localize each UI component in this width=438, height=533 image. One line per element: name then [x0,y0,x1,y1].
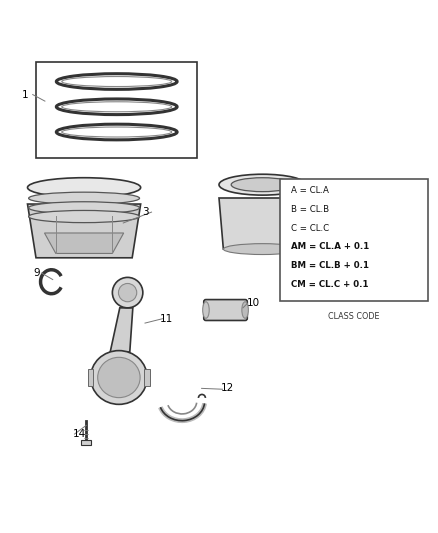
FancyBboxPatch shape [145,369,150,386]
Ellipse shape [223,244,302,255]
Text: 11: 11 [160,314,173,324]
FancyBboxPatch shape [88,369,93,386]
Polygon shape [219,198,306,249]
Text: 1: 1 [22,90,28,100]
Polygon shape [45,233,124,254]
Ellipse shape [62,77,172,86]
Ellipse shape [28,211,140,223]
Text: B = CL.B: B = CL.B [291,205,329,214]
Text: 12: 12 [221,383,234,393]
Ellipse shape [57,124,177,140]
Text: CLASS CODE: CLASS CODE [328,312,380,321]
Ellipse shape [57,99,177,115]
Ellipse shape [62,102,172,112]
Polygon shape [110,308,133,352]
Text: 10: 10 [247,298,260,309]
Text: CM = CL.C + 0.1: CM = CL.C + 0.1 [291,280,368,289]
Ellipse shape [57,74,177,90]
Ellipse shape [242,302,248,318]
Ellipse shape [62,127,172,137]
FancyBboxPatch shape [36,62,197,158]
Ellipse shape [118,284,137,302]
Text: AM = CL.A + 0.1: AM = CL.A + 0.1 [291,243,369,252]
Ellipse shape [231,177,294,192]
FancyBboxPatch shape [204,300,247,320]
Ellipse shape [219,174,306,195]
Ellipse shape [98,357,140,398]
Ellipse shape [28,177,141,197]
FancyBboxPatch shape [81,440,92,445]
Text: A = CL.A: A = CL.A [291,186,328,195]
Text: 3: 3 [142,207,148,217]
Text: 14: 14 [73,429,86,439]
Ellipse shape [91,351,147,405]
Polygon shape [28,204,141,258]
Text: 9: 9 [33,268,39,278]
Ellipse shape [28,192,140,204]
Ellipse shape [203,302,209,318]
FancyBboxPatch shape [280,180,428,301]
Text: BM = CL.B + 0.1: BM = CL.B + 0.1 [291,261,369,270]
Ellipse shape [113,277,143,308]
Ellipse shape [28,201,140,214]
Text: C = CL.C: C = CL.C [291,224,329,233]
